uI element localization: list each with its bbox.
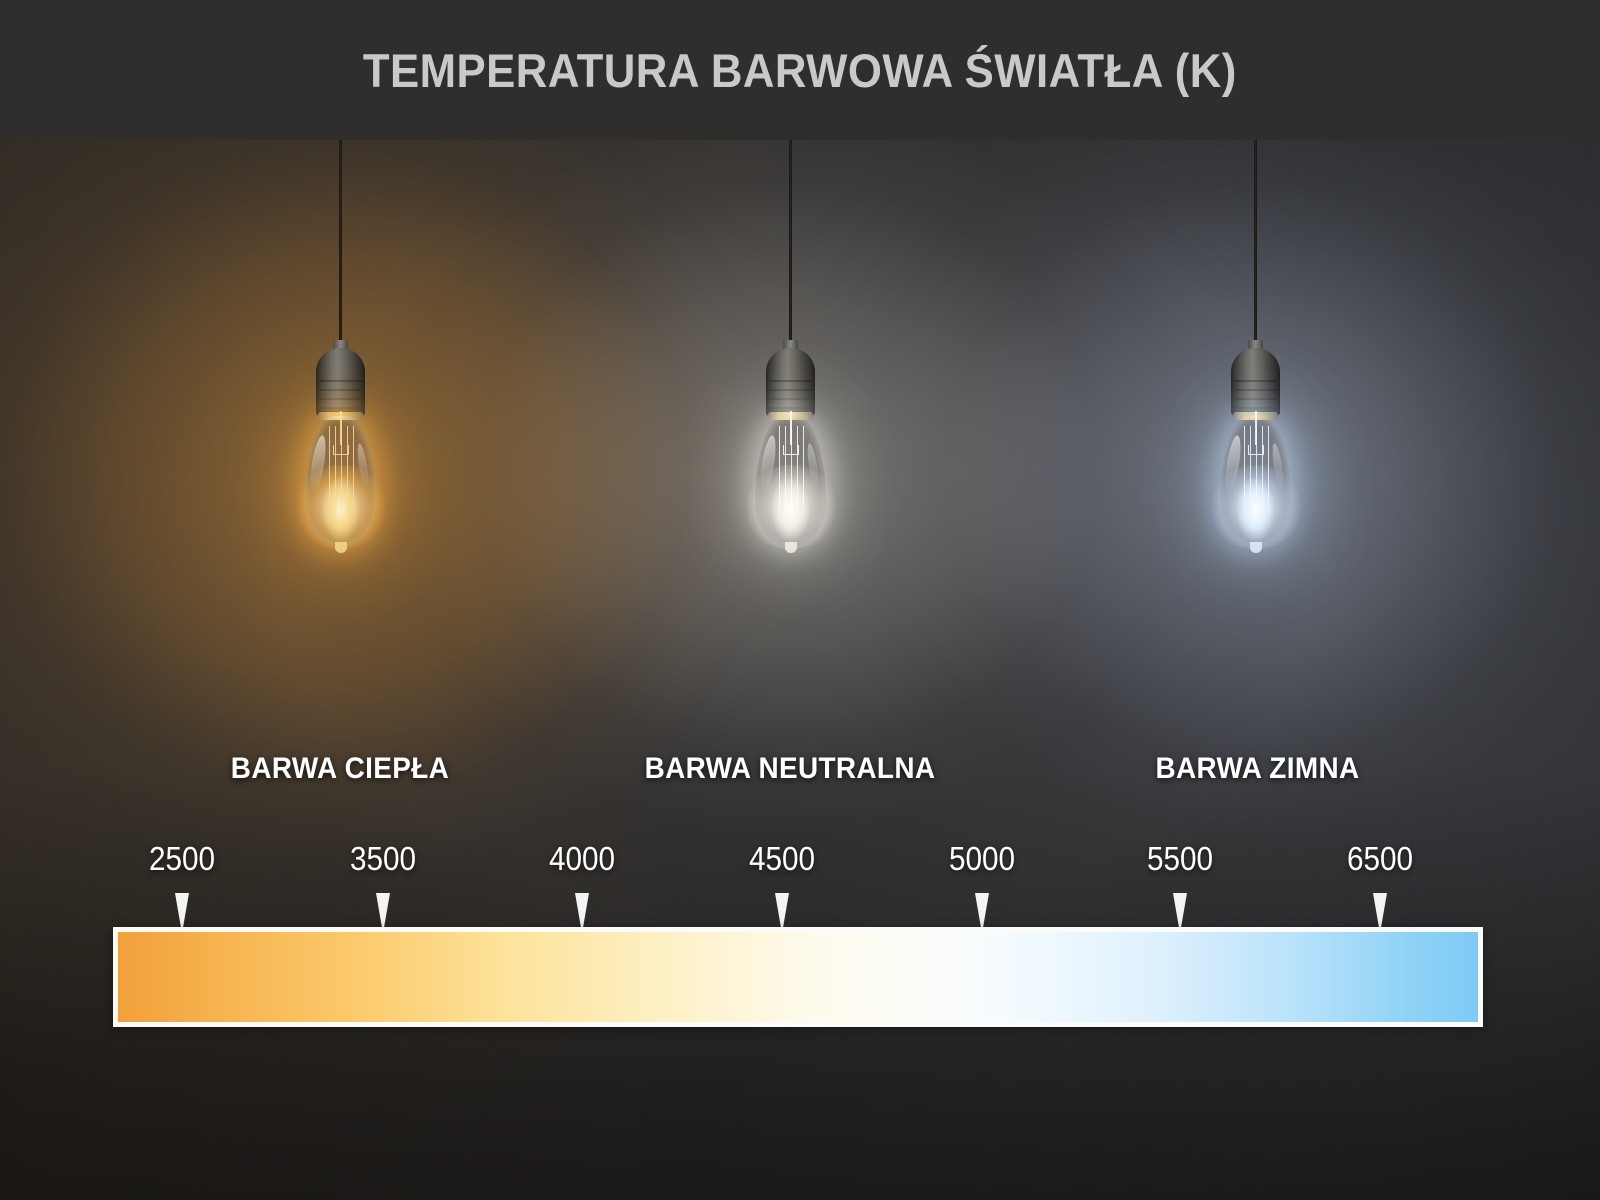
bulb-socket-icon — [316, 348, 365, 416]
color-temperature-gradient — [118, 932, 1478, 1022]
bulb-socket-icon — [766, 348, 815, 416]
bulb-tip-icon — [334, 542, 347, 553]
lamp-cord-icon — [339, 140, 342, 352]
caption-cool: BARWA ZIMNA — [1155, 752, 1360, 785]
lamp-cord-icon — [789, 140, 792, 352]
glass-highlight-right — [805, 442, 821, 489]
color-temperature-bar-frame — [113, 927, 1483, 1027]
scale-tick-4000: 4000 — [548, 840, 616, 877]
glass-highlight-left — [1222, 434, 1244, 494]
scale-tick-2500: 2500 — [148, 840, 216, 877]
glass-highlight-left — [307, 434, 329, 494]
scale-tick-3500: 3500 — [349, 840, 417, 877]
filament-icon — [778, 426, 804, 522]
scale-tick-6500: 6500 — [1346, 840, 1414, 877]
scene-background — [0, 140, 1600, 1200]
bulb-envelope-icon — [1220, 411, 1291, 546]
scale-tick-4500: 4500 — [748, 840, 816, 877]
glass-highlight-right — [1270, 442, 1286, 489]
glass-highlight-right — [355, 442, 371, 489]
bulb-envelope-icon — [755, 411, 826, 546]
page-title: TEMPERATURA BARWOWA ŚWIATŁA (K) — [363, 43, 1237, 97]
caption-warm: BARWA CIEPŁA — [230, 752, 450, 785]
bulb-envelope-icon — [305, 411, 376, 546]
vignette-overlay — [0, 140, 1600, 1200]
bulb-glass-neutral — [742, 411, 839, 553]
lamp-cord-icon — [1254, 140, 1257, 352]
bulb-glass-cool — [1207, 411, 1304, 553]
glass-highlight-left — [757, 434, 779, 494]
bulb-socket-icon — [1231, 348, 1280, 416]
filament-icon — [328, 426, 354, 522]
bulb-tip-icon — [1249, 542, 1262, 553]
bulb-tip-icon — [784, 542, 797, 553]
header-bar: TEMPERATURA BARWOWA ŚWIATŁA (K) — [0, 0, 1600, 140]
bulb-glass-warm — [292, 411, 389, 553]
caption-neutral: BARWA NEUTRALNA — [644, 752, 936, 785]
scale-tick-5000: 5000 — [948, 840, 1016, 877]
scale-tick-5500: 5500 — [1146, 840, 1214, 877]
filament-icon — [1243, 426, 1269, 522]
